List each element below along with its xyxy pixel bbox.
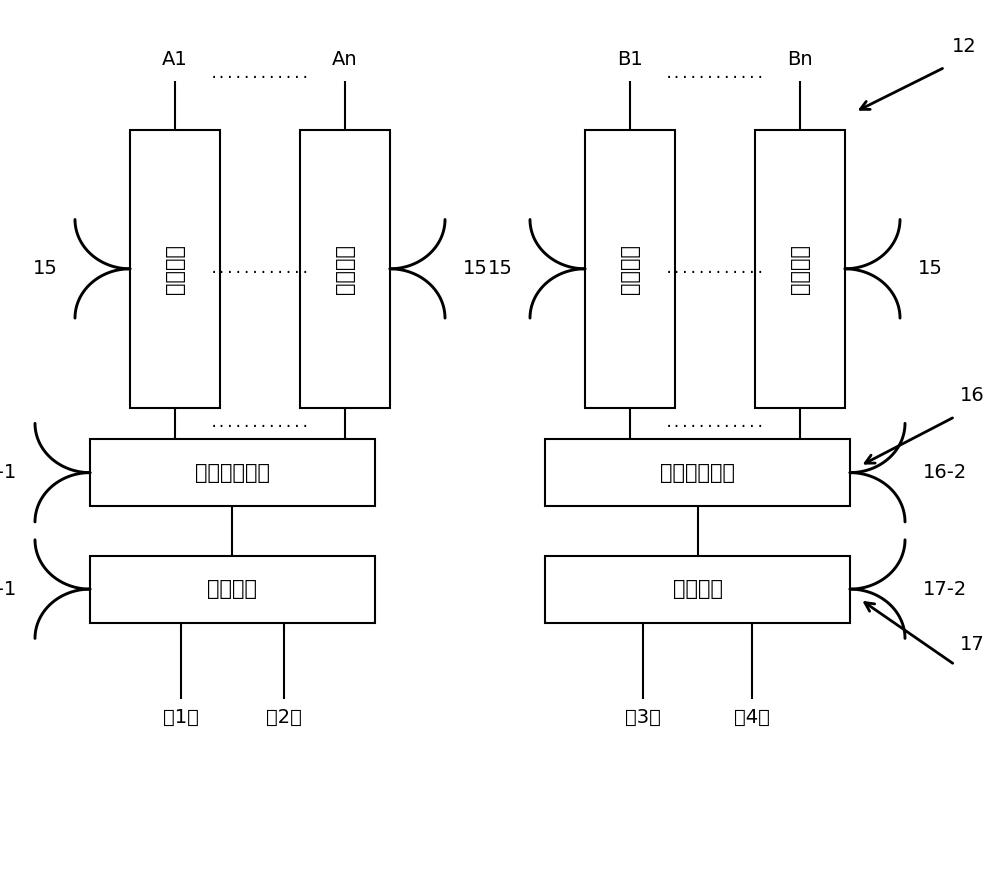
- Text: A1: A1: [162, 50, 188, 69]
- Bar: [130, 130, 220, 408]
- Text: 滤波模块: 滤波模块: [620, 244, 640, 294]
- Text: 16-2: 16-2: [923, 463, 967, 482]
- Text: 17-2: 17-2: [923, 580, 967, 599]
- Text: 15: 15: [918, 259, 942, 279]
- Bar: [545, 556, 850, 623]
- Text: 15: 15: [488, 259, 512, 279]
- Text: 17: 17: [960, 635, 985, 654]
- Text: （2）: （2）: [266, 708, 302, 727]
- Text: 17-1: 17-1: [0, 580, 17, 599]
- Text: ............: ............: [210, 417, 310, 430]
- Text: 15: 15: [463, 259, 487, 279]
- Bar: [545, 439, 850, 506]
- Text: 16-1: 16-1: [0, 463, 17, 482]
- Text: 15: 15: [33, 259, 57, 279]
- Text: 16: 16: [960, 386, 985, 405]
- Text: 滤波模块: 滤波模块: [790, 244, 810, 294]
- Text: ............: ............: [665, 67, 765, 82]
- Text: ............: ............: [210, 262, 310, 276]
- Text: （4）: （4）: [734, 708, 770, 727]
- Text: 滤波模块: 滤波模块: [335, 244, 355, 294]
- Text: ............: ............: [210, 67, 310, 82]
- Text: 多工合路模块: 多工合路模块: [660, 462, 735, 483]
- Bar: [755, 130, 845, 408]
- Text: ............: ............: [665, 262, 765, 276]
- Bar: [90, 556, 375, 623]
- Text: 二功分器: 二功分器: [672, 579, 722, 599]
- Bar: [300, 130, 390, 408]
- Text: B1: B1: [617, 50, 643, 69]
- Bar: [90, 439, 375, 506]
- Text: ............: ............: [665, 417, 765, 430]
- Bar: [585, 130, 675, 408]
- Text: An: An: [332, 50, 358, 69]
- Text: （1）: （1）: [163, 708, 199, 727]
- Text: （3）: （3）: [625, 708, 661, 727]
- Text: 二功分器: 二功分器: [207, 579, 258, 599]
- Text: 滤波模块: 滤波模块: [165, 244, 185, 294]
- Text: Bn: Bn: [787, 50, 813, 69]
- Text: 多工合路模块: 多工合路模块: [195, 462, 270, 483]
- Text: 12: 12: [952, 37, 977, 56]
